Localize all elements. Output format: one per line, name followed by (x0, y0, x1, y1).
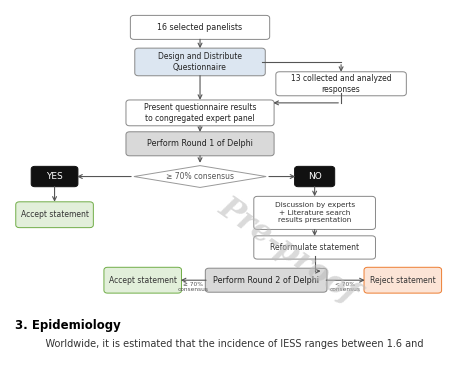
Text: Reformulate statement: Reformulate statement (270, 243, 359, 252)
FancyBboxPatch shape (364, 267, 442, 293)
FancyBboxPatch shape (104, 267, 182, 293)
Text: ≥ 70%
consensus: ≥ 70% consensus (178, 282, 209, 292)
FancyBboxPatch shape (130, 15, 270, 39)
Text: Perform Round 2 of Delphi: Perform Round 2 of Delphi (213, 276, 319, 285)
Text: 13 collected and analyzed
responses: 13 collected and analyzed responses (291, 74, 392, 94)
Text: Reject statement: Reject statement (370, 276, 436, 285)
FancyBboxPatch shape (126, 132, 274, 156)
FancyBboxPatch shape (16, 202, 93, 228)
Text: 16 selected panelists: 16 selected panelists (157, 23, 243, 32)
Text: Present questionnaire results
to congregated expert panel: Present questionnaire results to congreg… (144, 103, 256, 123)
FancyBboxPatch shape (31, 166, 78, 187)
FancyBboxPatch shape (135, 48, 265, 76)
Text: Accept statement: Accept statement (20, 210, 89, 219)
Text: YES: YES (46, 172, 63, 181)
Text: Discussion by experts
+ Literature search
results presentation: Discussion by experts + Literature searc… (274, 202, 355, 223)
Text: Accept statement: Accept statement (109, 276, 177, 285)
FancyBboxPatch shape (126, 100, 274, 126)
FancyBboxPatch shape (205, 268, 327, 292)
Text: 3. Epidemiology: 3. Epidemiology (15, 319, 121, 332)
Text: < 70%
consensus: < 70% consensus (330, 282, 361, 292)
Text: Perform Round 1 of Delphi: Perform Round 1 of Delphi (147, 139, 253, 148)
Text: Worldwide, it is estimated that the incidence of IESS ranges between 1.6 and: Worldwide, it is estimated that the inci… (33, 339, 423, 349)
FancyBboxPatch shape (254, 236, 375, 259)
Text: NO: NO (308, 172, 321, 181)
FancyBboxPatch shape (276, 72, 406, 96)
FancyBboxPatch shape (294, 166, 335, 187)
Text: Pre-proof: Pre-proof (213, 192, 364, 310)
Text: ≥ 70% consensus: ≥ 70% consensus (166, 172, 234, 181)
Text: Design and Distribute
Questionnaire: Design and Distribute Questionnaire (158, 52, 242, 72)
Polygon shape (134, 166, 266, 188)
FancyBboxPatch shape (254, 196, 375, 230)
